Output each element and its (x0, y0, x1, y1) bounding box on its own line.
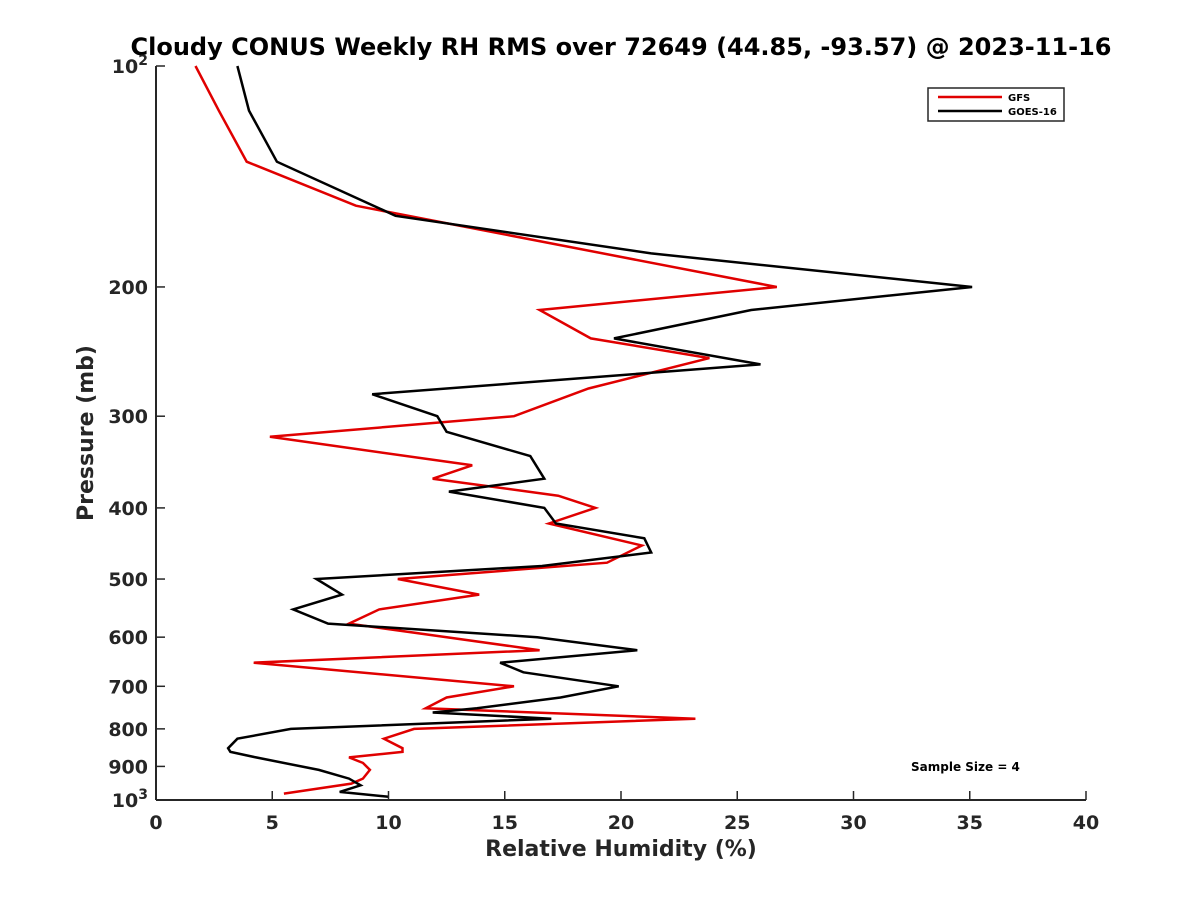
y-tick-label: 103 (112, 787, 148, 812)
series-line-goes16 (226, 65, 973, 799)
y-tick-label: 800 (108, 719, 148, 741)
x-tick-label: 5 (266, 812, 279, 834)
chart-title: Cloudy CONUS Weekly RH RMS over 72649 (4… (131, 33, 1112, 61)
legend-label-goes16: GOES-16 (1008, 107, 1057, 118)
x-tick-label: 25 (724, 812, 750, 834)
y-tick-label: 400 (108, 498, 148, 520)
y-axis-label: Pressure (mb) (74, 345, 99, 521)
y-ticks: 102 200 300 400 500 600 700 800 900 103 (108, 53, 165, 812)
x-tick-label: 0 (149, 812, 162, 834)
plot-area (194, 65, 973, 799)
x-tick-label: 30 (840, 812, 866, 834)
x-tick-label: 20 (608, 812, 634, 834)
x-tick-label: 35 (957, 812, 983, 834)
y-tick-label: 300 (108, 406, 148, 428)
axes (155, 66, 1086, 801)
x-ticks: 0 5 10 15 20 25 30 35 40 (149, 791, 1099, 834)
legend-box (927, 87, 1065, 122)
y-tick-label: 700 (108, 676, 148, 698)
x-tick-label: 15 (492, 812, 518, 834)
y-tick-label: 200 (108, 277, 148, 299)
x-tick-label: 40 (1073, 812, 1099, 834)
y-tick-label: 102 (112, 53, 148, 78)
x-tick-label: 10 (375, 812, 401, 834)
sample-size-annotation: Sample Size = 4 (911, 760, 1020, 774)
legend: GFS GOES-16 (927, 87, 1065, 122)
x-axis-label: Relative Humidity (%) (485, 837, 757, 862)
y-tick-label: 900 (108, 756, 148, 778)
series-line-gfs (194, 65, 778, 795)
y-tick-label: 500 (108, 569, 148, 591)
y-tick-label: 600 (108, 627, 148, 649)
legend-label-gfs: GFS (1008, 93, 1030, 104)
